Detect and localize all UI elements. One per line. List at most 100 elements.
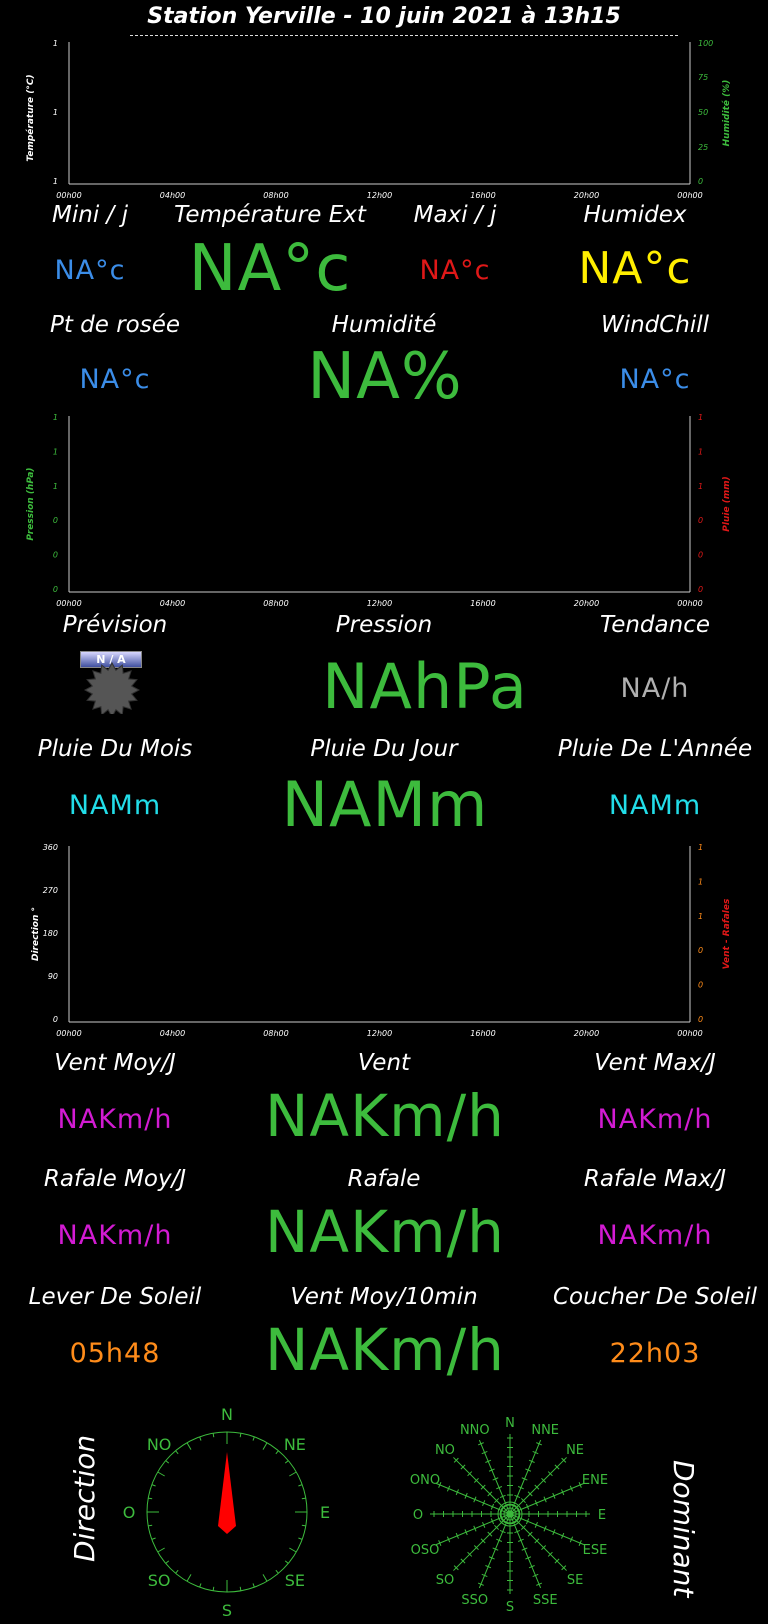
y-tick: 0 <box>53 516 58 525</box>
rose-tick <box>467 1471 473 1477</box>
compass-tick <box>148 1497 153 1500</box>
sunset-label: Coucher De Soleil <box>552 1284 757 1310</box>
rose-point: N <box>505 1416 515 1431</box>
wind-value: NAKm/h <box>265 1082 505 1150</box>
compass-tick <box>289 1471 297 1477</box>
rose-tick <box>520 1524 526 1530</box>
rose-tick <box>488 1556 495 1560</box>
compass-point: N <box>221 1405 233 1424</box>
rose-tick <box>492 1547 499 1551</box>
rose-tick <box>487 1531 493 1537</box>
rose-tick <box>525 1468 532 1472</box>
rose-point: ONO <box>410 1473 440 1488</box>
compass-tick <box>262 1574 268 1582</box>
rose-tick <box>492 1477 499 1481</box>
rose-point: SSO <box>461 1593 488 1608</box>
rain-day-value: NAMm <box>281 768 489 841</box>
direction-label: Direction <box>68 1434 101 1562</box>
rose-tick <box>481 1573 488 1578</box>
rose-tick <box>477 1442 484 1446</box>
rose-point: SSE <box>533 1593 558 1608</box>
gust-max-value: NAKm/h <box>597 1220 713 1251</box>
rose-tick <box>514 1494 521 1499</box>
rose-tick <box>496 1538 503 1542</box>
rose-tick <box>578 1481 582 1488</box>
windchill-value: NA°c <box>619 364 691 395</box>
rose-tick <box>541 1545 547 1551</box>
y-axis-label: Direction ° <box>31 907 41 961</box>
pressure-value: NAhPa <box>322 650 528 723</box>
y2-tick: 0 <box>698 585 703 594</box>
wind-max-value: NAKm/h <box>597 1104 713 1135</box>
rose-tick <box>543 1496 547 1503</box>
rose-tick <box>547 1551 553 1557</box>
wind-avg10-label: Vent Moy/10min <box>290 1284 478 1310</box>
rose-tick <box>527 1531 533 1537</box>
x-tick: 04h00 <box>160 191 185 200</box>
compass-tick <box>252 1436 255 1441</box>
rose-tick <box>473 1545 479 1551</box>
rose-tick <box>569 1485 574 1492</box>
temperature-humidity-chart: 1 1 1 100 75 50 25 0 Température (°C) Hu… <box>25 39 732 200</box>
y2-tick: 1 <box>698 912 703 921</box>
x-tick: 00h00 <box>677 1029 702 1038</box>
x-tick: 12h00 <box>367 191 392 200</box>
title-underline <box>130 35 678 36</box>
rose-tick <box>490 1518 495 1525</box>
compass-tick <box>239 1433 242 1438</box>
y-tick: 180 <box>43 929 58 938</box>
rose-tick <box>499 1494 506 1499</box>
maxi-label: Maxi / j <box>413 202 497 228</box>
rose-tick <box>453 1565 459 1571</box>
compass-tick <box>151 1537 156 1540</box>
rose-tick <box>525 1518 530 1525</box>
compass-tick <box>186 1442 192 1450</box>
rose-tick <box>473 1525 477 1532</box>
compass-tick <box>284 1560 289 1564</box>
mini-value: NA°c <box>54 255 126 286</box>
rose-tick <box>534 1521 538 1528</box>
sunrise-label: Lever De Soleil <box>28 1284 202 1310</box>
rose-tick <box>453 1457 459 1463</box>
rose-tick <box>554 1558 560 1564</box>
rose-point: NNE <box>531 1423 559 1438</box>
rose-point: E <box>598 1508 606 1523</box>
humidex-label: Humidex <box>583 202 687 228</box>
rose-tick <box>455 1489 459 1496</box>
rose-tick <box>481 1450 488 1455</box>
compass-tick <box>298 1537 303 1540</box>
y2-tick: 100 <box>698 39 713 48</box>
compass-point: NO <box>147 1435 172 1454</box>
sunrise-value: 05h48 <box>69 1338 161 1369</box>
rose-tick <box>438 1481 442 1488</box>
y-axis-label: Pression (hPa) <box>26 467 36 540</box>
rose-center <box>506 1510 514 1518</box>
trend-label: Tendance <box>599 612 710 638</box>
compass-tick <box>301 1497 306 1500</box>
mini-label: Mini / j <box>52 202 128 228</box>
rose-tick <box>552 1492 556 1499</box>
forecast-sun-icon <box>83 661 141 714</box>
x-tick: 04h00 <box>160 1029 185 1038</box>
rose-tick <box>547 1471 553 1477</box>
y-tick: 0 <box>53 1015 58 1024</box>
rose-tick <box>438 1540 442 1547</box>
compass-tick <box>148 1524 153 1527</box>
rose-tick <box>517 1538 524 1542</box>
page-title: Station Yerville - 10 juin 2021 à 13h15 <box>147 4 621 29</box>
rose-tick <box>473 1477 479 1483</box>
y2-tick: 1 <box>698 482 703 491</box>
compass-tick <box>212 1586 215 1591</box>
compass-tick <box>151 1484 156 1487</box>
compass-tick <box>157 1471 165 1477</box>
y-tick: 1 <box>53 108 58 117</box>
humidity-label: Humidité <box>331 312 437 338</box>
compass-tick <box>186 1574 192 1582</box>
rose-tick <box>477 1582 484 1586</box>
rose-tick <box>446 1485 451 1492</box>
compass-tick <box>301 1524 306 1527</box>
rose-tick <box>521 1477 528 1481</box>
compass-tick <box>175 1569 179 1574</box>
y-tick: 0 <box>53 551 58 560</box>
